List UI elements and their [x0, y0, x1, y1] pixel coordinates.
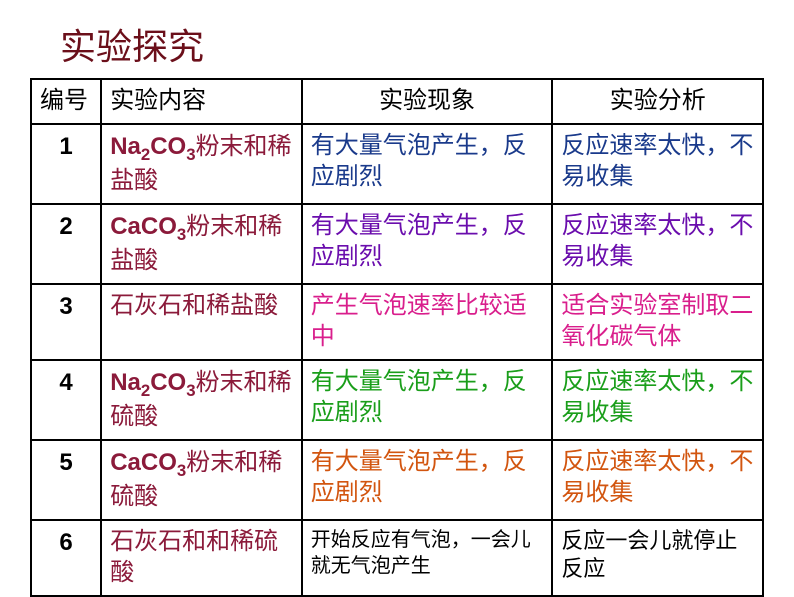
- row-phenom: 开始反应有气泡，一会儿就无气泡产生: [302, 520, 553, 596]
- row-phenom: 有大量气泡产生，反应剧烈: [302, 360, 553, 440]
- row-analysis: 反应速率太快，不易收集: [552, 440, 763, 520]
- table-header-row: 编号 实验内容 实验现象 实验分析: [31, 79, 763, 124]
- row-phenom: 有大量气泡产生，反应剧烈: [302, 440, 553, 520]
- table-row: 1Na2CO3粉末和稀盐酸有大量气泡产生，反应剧烈反应速率太快，不易收集: [31, 124, 763, 204]
- row-phenom: 产生气泡速率比较适中: [302, 284, 553, 360]
- table-row: 5CaCO3粉末和稀硫酸有大量气泡产生，反应剧烈反应速率太快，不易收集: [31, 440, 763, 520]
- header-phenom: 实验现象: [302, 79, 553, 124]
- row-analysis: 反应一会儿就停止反应: [552, 520, 763, 596]
- row-analysis: 反应速率太快，不易收集: [552, 124, 763, 204]
- row-num: 3: [31, 284, 101, 360]
- row-num: 2: [31, 204, 101, 284]
- row-content: CaCO3粉末和稀盐酸: [101, 204, 302, 284]
- table-row: 3石灰石和稀盐酸产生气泡速率比较适中适合实验室制取二氧化碳气体: [31, 284, 763, 360]
- table-row: 2CaCO3粉末和稀盐酸有大量气泡产生，反应剧烈反应速率太快，不易收集: [31, 204, 763, 284]
- row-content: 石灰石和稀盐酸: [101, 284, 302, 360]
- row-content: 石灰石和和稀硫酸: [101, 520, 302, 596]
- row-analysis: 反应速率太快，不易收集: [552, 360, 763, 440]
- row-phenom: 有大量气泡产生，反应剧烈: [302, 204, 553, 284]
- page-title: 实验探究: [60, 18, 764, 70]
- row-num: 1: [31, 124, 101, 204]
- header-num: 编号: [31, 79, 101, 124]
- experiment-table: 编号 实验内容 实验现象 实验分析 1Na2CO3粉末和稀盐酸有大量气泡产生，反…: [30, 78, 764, 597]
- row-analysis: 适合实验室制取二氧化碳气体: [552, 284, 763, 360]
- row-content: CaCO3粉末和稀硫酸: [101, 440, 302, 520]
- row-content: Na2CO3粉末和稀盐酸: [101, 124, 302, 204]
- table-row: 4Na2CO3粉末和稀硫酸有大量气泡产生，反应剧烈反应速率太快，不易收集: [31, 360, 763, 440]
- table-row: 6石灰石和和稀硫酸开始反应有气泡，一会儿就无气泡产生反应一会儿就停止反应: [31, 520, 763, 596]
- row-phenom: 有大量气泡产生，反应剧烈: [302, 124, 553, 204]
- row-analysis: 反应速率太快，不易收集: [552, 204, 763, 284]
- row-num: 5: [31, 440, 101, 520]
- header-content: 实验内容: [101, 79, 302, 124]
- row-content: Na2CO3粉末和稀硫酸: [101, 360, 302, 440]
- header-analysis: 实验分析: [552, 79, 763, 124]
- row-num: 4: [31, 360, 101, 440]
- row-num: 6: [31, 520, 101, 596]
